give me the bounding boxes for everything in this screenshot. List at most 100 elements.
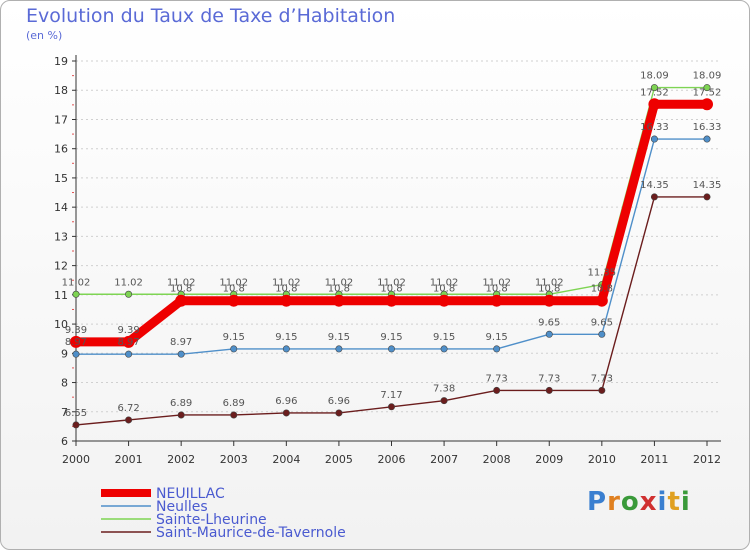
logo-letter: t	[667, 487, 681, 517]
point-Saint-Maurice-de-Tavernole-2005	[335, 409, 343, 417]
data-label-Saint-Maurice-de-Tavernole-2002: 6.89	[170, 398, 192, 409]
data-label-Neulles-2008: 9.15	[486, 332, 508, 343]
point-Sainte-Lheurine-2011	[650, 84, 658, 92]
data-label-NEUILLAC-2005: 10.8	[328, 284, 350, 295]
unit-label: (en %)	[26, 29, 63, 42]
data-label-Neulles-2000: 8.97	[65, 337, 87, 348]
data-label-Sainte-Lheurine-2001: 11.02	[114, 277, 143, 288]
y-tick-label-18: 18	[54, 84, 68, 97]
data-label-Neulles-2001: 8.97	[117, 337, 139, 348]
point-Saint-Maurice-de-Tavernole-2003	[230, 411, 238, 419]
y-tick-label-15: 15	[54, 172, 68, 185]
x-tick-label-2003: 2003	[220, 453, 248, 466]
x-tick-label-2009: 2009	[535, 453, 563, 466]
point-Sainte-Lheurine-2012	[703, 84, 711, 92]
point-Neulles-2011	[650, 135, 658, 143]
data-label-Neulles-2009: 9.65	[538, 317, 560, 328]
proxiti-logo: Proxiti	[587, 487, 691, 517]
data-label-Sainte-Lheurine-2012: 18.09	[693, 71, 722, 82]
data-label-Sainte-Lheurine-2010: 11.35	[588, 268, 617, 279]
data-label-Neulles-2007: 9.15	[433, 332, 455, 343]
y-tick-label-19: 19	[54, 55, 68, 68]
point-Saint-Maurice-de-Tavernole-2011	[650, 193, 658, 201]
data-label-NEUILLAC-2007: 10.8	[433, 284, 455, 295]
point-Neulles-2003	[230, 345, 238, 353]
x-tick-label-2002: 2002	[167, 453, 195, 466]
legend-label-NEUILLAC: NEUILLAC	[156, 486, 225, 502]
x-tick-label-2007: 2007	[430, 453, 458, 466]
data-label-Neulles-2006: 9.15	[380, 332, 402, 343]
point-Neulles-2012	[703, 135, 711, 143]
y-tick-label-16: 16	[54, 143, 68, 156]
data-label-NEUILLAC-2012: 17.52	[693, 87, 722, 98]
point-Neulles-2002	[177, 350, 185, 358]
point-Saint-Maurice-de-Tavernole-2012	[703, 193, 711, 201]
point-NEUILLAC-2010	[595, 294, 608, 307]
logo-letter: o	[620, 487, 640, 517]
data-label-Saint-Maurice-de-Tavernole-2001: 6.72	[117, 403, 139, 414]
data-label-Neulles-2003: 9.15	[223, 332, 245, 343]
point-Neulles-2004	[282, 345, 290, 353]
y-tick-label-7: 7	[61, 406, 68, 419]
point-NEUILLAC-2001	[122, 335, 135, 348]
point-Neulles-2006	[387, 345, 395, 353]
data-label-Sainte-Lheurine-2000: 11.02	[62, 277, 91, 288]
x-tick-label-2010: 2010	[588, 453, 616, 466]
y-tick-label-8: 8	[61, 377, 68, 390]
data-label-Sainte-Lheurine-2009: 11.02	[535, 277, 564, 288]
data-label-Saint-Maurice-de-Tavernole-2008: 7.73	[486, 373, 508, 384]
legend-label-Saint-Maurice-de-Tavernole: Saint-Maurice-de-Tavernole	[156, 525, 346, 541]
data-label-Saint-Maurice-de-Tavernole-2000: 6.55	[65, 408, 87, 419]
data-label-Neulles-2005: 9.15	[328, 332, 350, 343]
point-NEUILLAC-2003	[227, 294, 240, 307]
data-label-Sainte-Lheurine-2008: 11.02	[482, 277, 511, 288]
point-Neulles-2007	[440, 345, 448, 353]
data-label-NEUILLAC-2000: 9.39	[65, 325, 87, 336]
logo-letter: i	[680, 487, 691, 517]
data-label-NEUILLAC-2004: 10.8	[275, 284, 297, 295]
point-NEUILLAC-2011	[648, 98, 661, 111]
point-NEUILLAC-2009	[543, 294, 556, 307]
legend-label-Sainte-Lheurine: Sainte-Lheurine	[156, 512, 267, 528]
point-Saint-Maurice-de-Tavernole-2010	[598, 386, 606, 394]
data-label-Saint-Maurice-de-Tavernole-2005: 6.96	[328, 396, 350, 407]
data-label-Sainte-Lheurine-2005: 11.02	[325, 277, 354, 288]
x-tick-label-2006: 2006	[378, 453, 406, 466]
point-Sainte-Lheurine-2000	[72, 290, 80, 298]
y-tick-label-14: 14	[54, 201, 68, 214]
point-NEUILLAC-2008	[490, 294, 503, 307]
data-label-Neulles-2002: 8.97	[170, 337, 192, 348]
y-tick-label-10: 10	[54, 318, 68, 331]
x-tick-label-2012: 2012	[693, 453, 721, 466]
chart-title: Evolution du Taux de Taxe d’Habitation	[26, 5, 396, 27]
data-label-Saint-Maurice-de-Tavernole-2007: 7.38	[433, 384, 455, 395]
y-tick-label-6: 6	[61, 435, 68, 448]
data-label-NEUILLAC-2006: 10.8	[380, 284, 402, 295]
data-label-Saint-Maurice-de-Tavernole-2010: 7.73	[591, 373, 613, 384]
point-Saint-Maurice-de-Tavernole-2001	[125, 416, 133, 424]
y-tick-label-13: 13	[54, 230, 68, 243]
data-label-NEUILLAC-2011: 17.52	[640, 87, 669, 98]
data-label-Neulles-2004: 9.15	[275, 332, 297, 343]
x-tick-label-2000: 2000	[62, 453, 90, 466]
point-Neulles-2001	[125, 350, 133, 358]
x-tick-label-2011: 2011	[640, 453, 668, 466]
point-Neulles-2009	[545, 330, 553, 338]
data-label-NEUILLAC-2008: 10.8	[486, 284, 508, 295]
data-label-Neulles-2010: 9.65	[591, 317, 613, 328]
x-tick-label-2005: 2005	[325, 453, 353, 466]
data-label-NEUILLAC-2003: 10.8	[223, 284, 245, 295]
point-NEUILLAC-2012	[701, 98, 713, 111]
logo-letter: x	[639, 487, 658, 517]
point-Saint-Maurice-de-Tavernole-2009	[545, 386, 553, 394]
data-label-NEUILLAC-2010: 10.8	[591, 284, 613, 295]
point-NEUILLAC-2007	[438, 294, 451, 307]
point-NEUILLAC-2000	[70, 335, 82, 348]
data-label-Sainte-Lheurine-2003: 11.02	[219, 277, 248, 288]
logo-letter: P	[587, 487, 608, 517]
data-label-Saint-Maurice-de-Tavernole-2004: 6.96	[275, 396, 297, 407]
data-label-Sainte-Lheurine-2006: 11.02	[377, 277, 406, 288]
data-label-NEUILLAC-2001: 9.39	[117, 325, 139, 336]
data-label-Saint-Maurice-de-Tavernole-2006: 7.17	[380, 390, 402, 401]
